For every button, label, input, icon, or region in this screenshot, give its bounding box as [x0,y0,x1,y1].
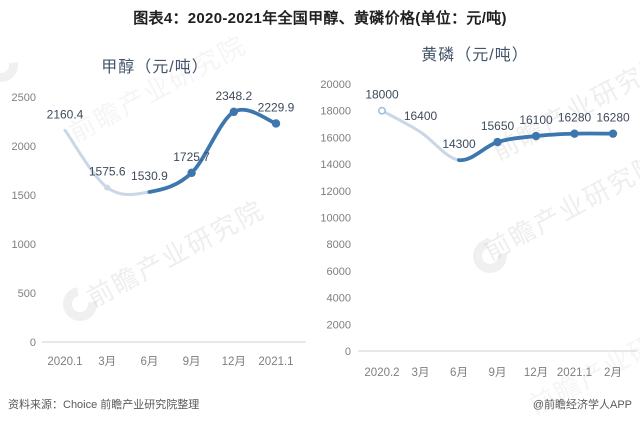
svg-text:12月: 12月 [222,356,246,368]
page-title: 图表4：2020-2021年全国甲醇、黄磷价格(单位：元/吨) [133,10,507,27]
svg-text:16280: 16280 [558,111,592,125]
svg-text:9月: 9月 [183,356,201,368]
svg-text:8000: 8000 [327,239,351,251]
svg-text:1725.7: 1725.7 [173,150,210,164]
svg-text:2000: 2000 [12,141,36,153]
svg-text:2348.2: 2348.2 [215,89,252,103]
svg-text:12000: 12000 [320,186,351,198]
svg-text:2月: 2月 [604,367,622,379]
svg-text:6000: 6000 [327,266,351,278]
svg-text:2500: 2500 [12,92,36,104]
svg-text:2021.1: 2021.1 [557,367,592,379]
svg-text:6月: 6月 [140,356,158,368]
methanol-line-chart: 0 500 1000 1500 2000 2500 2020.1 3月 6月 9月 12月 2021.… [12,89,306,368]
svg-text:9月: 9月 [489,367,507,379]
svg-text:12月: 12月 [524,367,548,379]
svg-text:2021.1: 2021.1 [258,356,293,368]
phosphorus-chart-title: 黄磷（元/吨） [421,47,529,64]
svg-text:3月: 3月 [412,367,430,379]
svg-text:16100: 16100 [519,113,553,127]
svg-text:6月: 6月 [450,367,468,379]
svg-text:14300: 14300 [442,137,476,151]
svg-text:15650: 15650 [481,119,515,133]
phosphorus-line-chart: 0 2000 4000 6000 8000 10000 12000 14000 16000 180… [320,79,637,379]
svg-text:2020.1: 2020.1 [47,356,82,368]
svg-text:2160.4: 2160.4 [47,107,84,121]
svg-text:0: 0 [30,337,36,349]
svg-text:1000: 1000 [12,239,36,251]
methanol-chart-title: 甲醇（元/吨） [101,59,209,76]
source-note: 资料来源：Choice 前瞻产业研究院整理 [8,399,200,411]
credit-note: @前瞻经济学人APP [532,399,632,411]
svg-text:16280: 16280 [596,111,630,125]
svg-text:500: 500 [18,288,36,300]
svg-text:16000: 16000 [320,132,351,144]
svg-text:4000: 4000 [327,293,351,305]
svg-text:18000: 18000 [320,106,351,118]
svg-text:1530.9: 1530.9 [131,169,168,183]
svg-text:16400: 16400 [404,109,438,123]
svg-text:1575.6: 1575.6 [89,165,126,179]
svg-text:0: 0 [345,346,351,358]
svg-text:18000: 18000 [365,88,399,102]
svg-text:2020.2: 2020.2 [364,367,399,379]
svg-text:10000: 10000 [320,213,351,225]
svg-text:2000: 2000 [327,319,351,331]
svg-text:3月: 3月 [98,356,116,368]
svg-text:20000: 20000 [320,79,351,91]
svg-text:1500: 1500 [12,190,36,202]
svg-text:2229.9: 2229.9 [258,100,295,114]
svg-text:14000: 14000 [320,159,351,171]
